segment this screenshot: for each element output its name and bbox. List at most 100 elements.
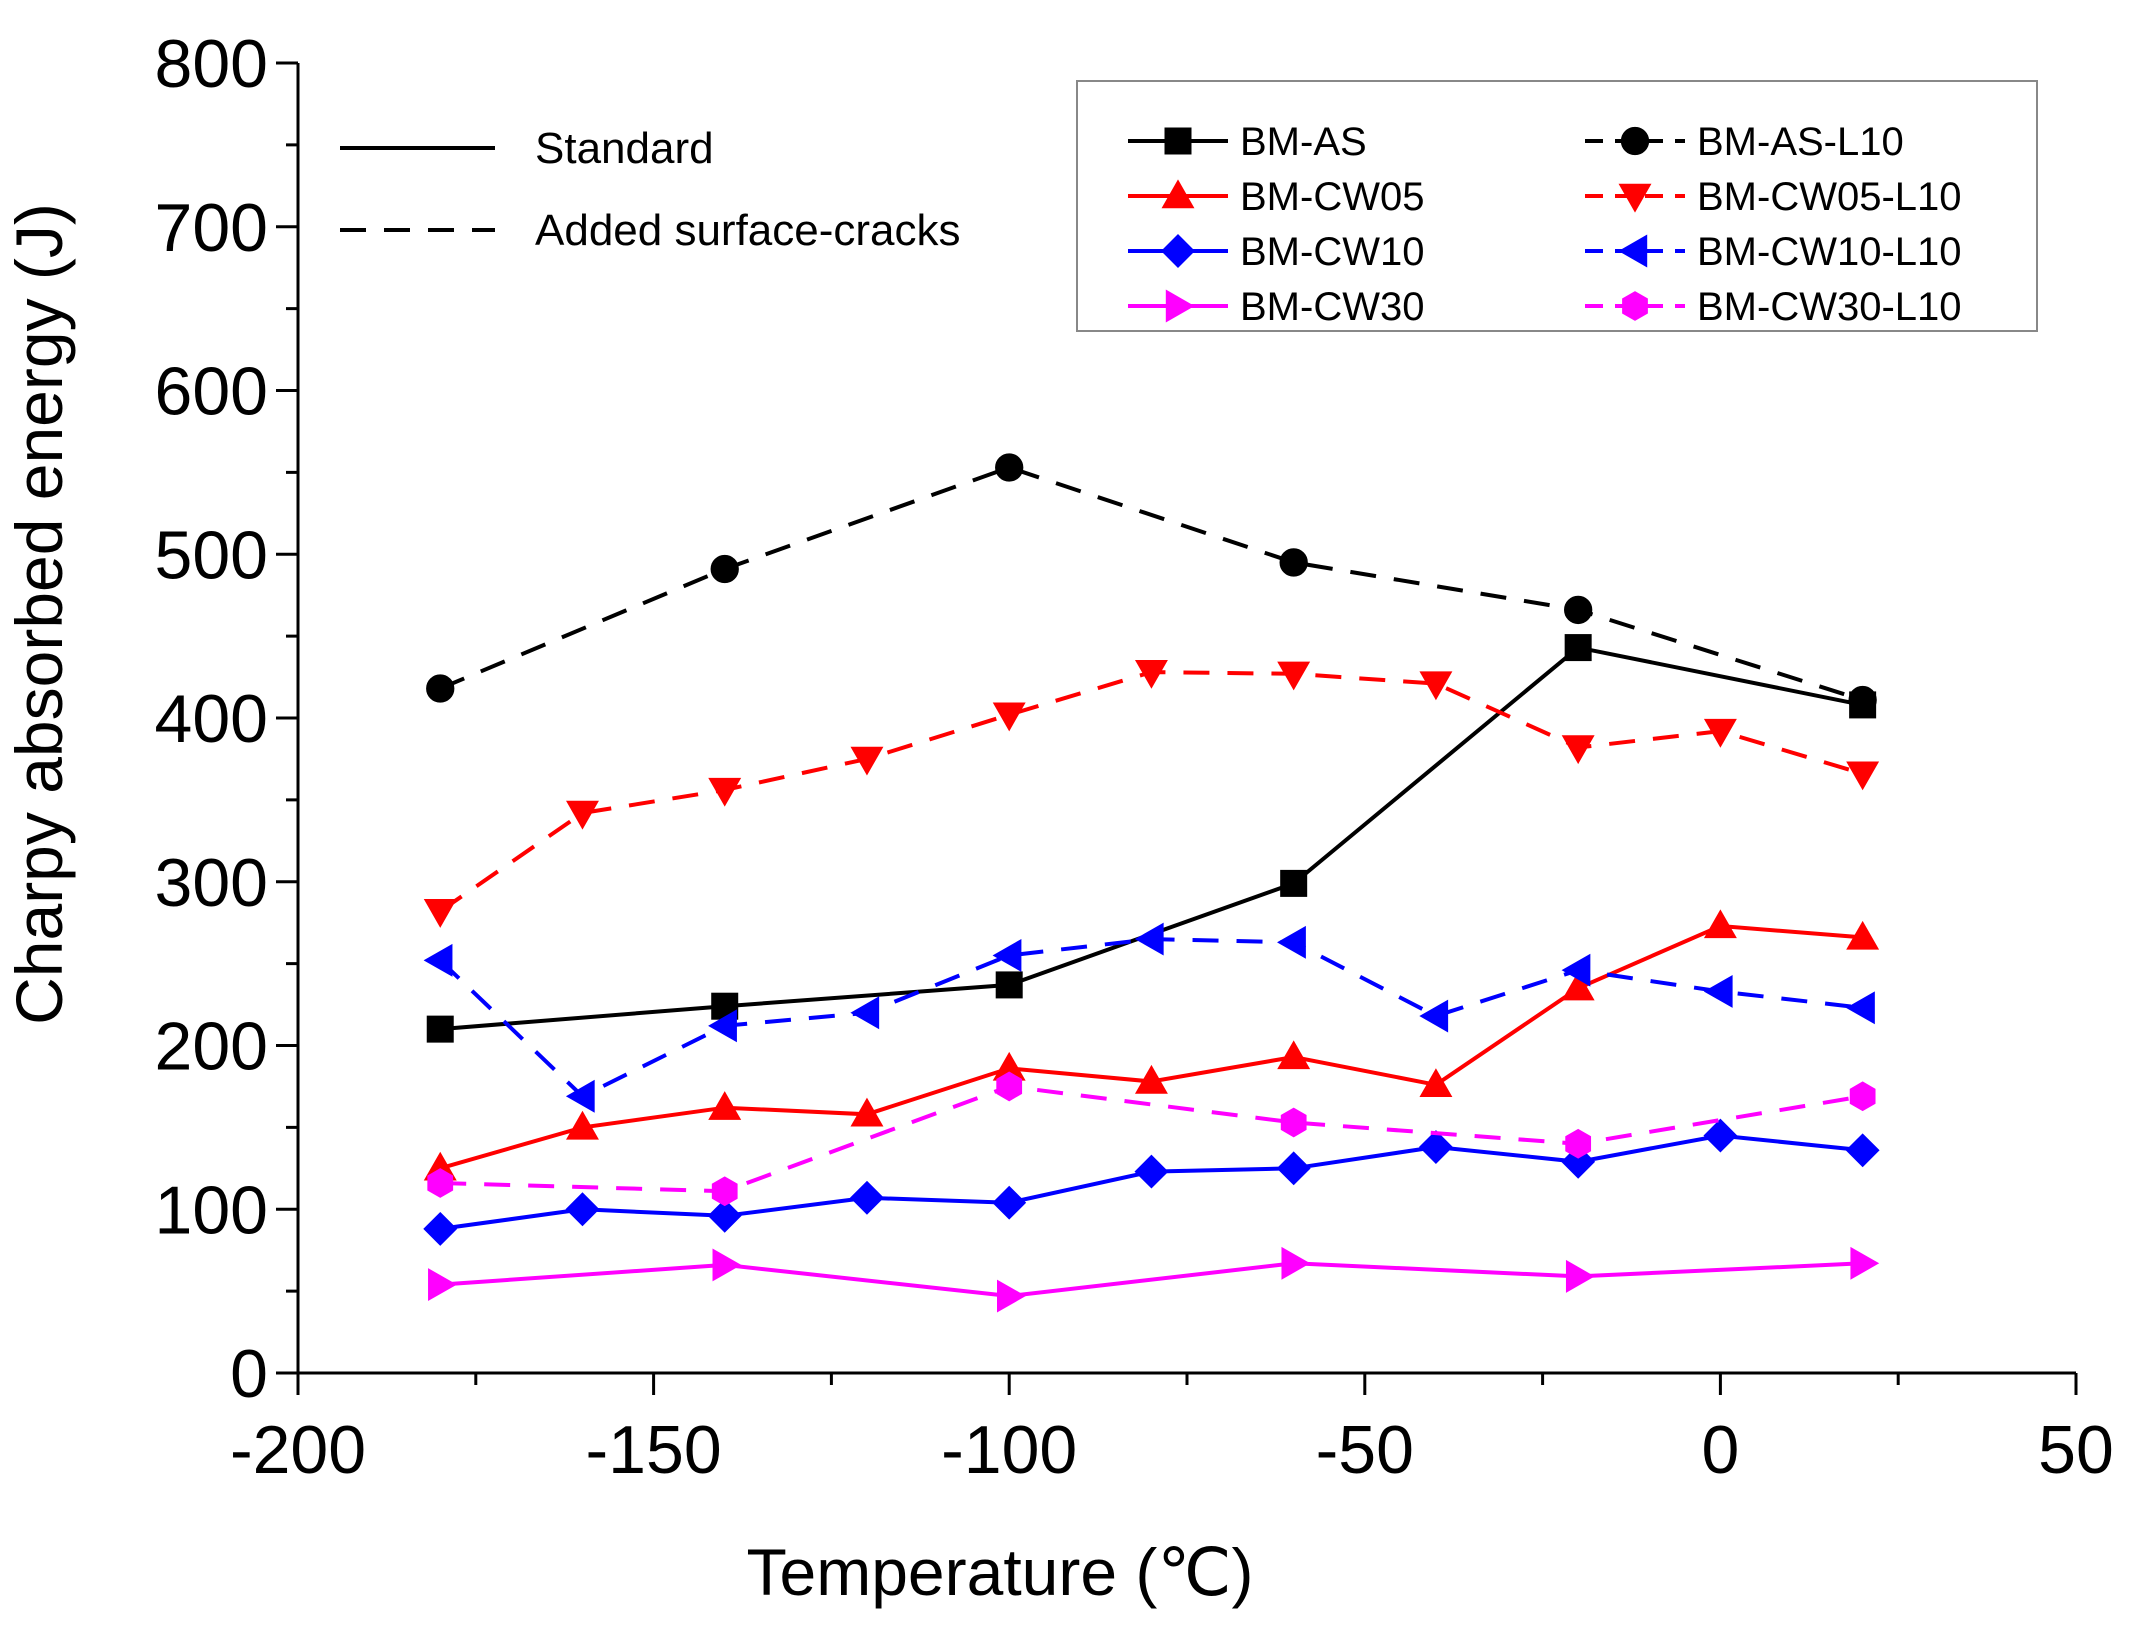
data-point [565, 1192, 600, 1227]
legend-label: BM-CW30-L10 [1697, 285, 1962, 329]
series-line [439, 923, 1863, 1171]
legend-item-bm-cw30-l10: BM-CW30-L10 [1585, 285, 1962, 329]
y-tick-label: 500 [155, 517, 268, 593]
legend-item-bm-as-l10: BM-AS-L10 [1585, 120, 1904, 164]
series-bm-cw30 [428, 1246, 1880, 1313]
x-tick-label: -150 [586, 1412, 722, 1488]
x-tick-label: 0 [1701, 1412, 1739, 1488]
data-point [850, 746, 884, 776]
data-point [1280, 869, 1308, 897]
data-point [1703, 718, 1737, 748]
y-tick-label: 100 [155, 1172, 268, 1248]
series-legend: BM-AS BM-AS-L10 BM-CW05 BM-CW05-L10 BM-CW10 B… [1076, 80, 2038, 332]
data-point [850, 1097, 884, 1127]
data-point [1279, 548, 1308, 577]
y-tick-label: 200 [155, 1009, 268, 1085]
series-bm-as-l10 [426, 453, 1877, 715]
data-point [1845, 1133, 1880, 1168]
data-point [1703, 975, 1733, 1008]
y-tick-label: 600 [155, 354, 268, 430]
data-point [1846, 920, 1880, 950]
legend-label: BM-CW30 [1240, 285, 1424, 329]
data-point [1281, 1246, 1311, 1280]
data-point [1848, 685, 1877, 715]
x-tick-label: -200 [230, 1412, 366, 1488]
legend-item-bm-cw10: BM-CW10 [1128, 230, 1424, 274]
series-line [439, 670, 1864, 913]
series-line [439, 465, 1864, 702]
data-point [1418, 1130, 1453, 1164]
legend-label: BM-CW10-L10 [1697, 230, 1962, 274]
legend-label: BM-AS-L10 [1697, 120, 1904, 164]
data-point [995, 453, 1024, 482]
data-point [711, 1176, 738, 1207]
data-point [708, 777, 742, 807]
data-point [566, 800, 599, 830]
y-tick-label: 400 [155, 681, 268, 757]
line-style-label: Standard [535, 124, 714, 173]
data-point [707, 1198, 742, 1233]
legend-marker [1620, 126, 1650, 156]
series-bm-cw05 [423, 909, 1880, 1181]
legend-item-bm-cw05-l10: BM-CW05-L10 [1585, 175, 1962, 219]
data-point [708, 1091, 742, 1120]
data-point [995, 971, 1023, 999]
data-point [1850, 1246, 1880, 1280]
data-point [1280, 1107, 1307, 1138]
data-point [1703, 909, 1737, 939]
data-point [1277, 1040, 1311, 1070]
legend-marker [1161, 179, 1195, 209]
data-point [1419, 1068, 1453, 1097]
data-point [1846, 761, 1880, 791]
data-point [1565, 1128, 1592, 1159]
line-style-label: Added surface-cracks [535, 206, 961, 255]
data-point [427, 1168, 454, 1198]
y-axis-title: Charpy absorbed energy (J) [2, 203, 76, 1025]
data-point [1419, 671, 1453, 701]
series-bm-cw10-l10 [423, 922, 1875, 1113]
legend-marker [1165, 289, 1195, 323]
data-point [1846, 991, 1875, 1025]
data-point [423, 1211, 458, 1246]
data-point [850, 1180, 884, 1215]
series-line [440, 1084, 1863, 1194]
data-point [423, 899, 457, 928]
x-tick-label: 50 [2038, 1412, 2114, 1488]
data-point [992, 702, 1026, 732]
series-line [440, 645, 1863, 1032]
data-point [1419, 999, 1449, 1033]
legend-marker [1164, 127, 1192, 155]
legend-marker [1618, 234, 1648, 268]
data-point [1134, 659, 1168, 689]
legend-label: BM-CW10 [1240, 230, 1424, 274]
x-tick-label: -100 [941, 1412, 1077, 1488]
line-style-legend: Standard Added surface-cracks [340, 124, 961, 255]
axis-ticks [276, 61, 2078, 1395]
x-axis-title: Temperature (℃) [747, 1535, 1254, 1609]
legend-marker [1161, 234, 1195, 268]
data-point [423, 943, 453, 977]
plot-frame [296, 63, 2076, 1375]
y-tick-label: 700 [155, 190, 268, 266]
data-point [1134, 922, 1164, 956]
data-point [1277, 661, 1311, 691]
data-point [1276, 1151, 1311, 1186]
data-point [850, 996, 880, 1030]
data-point [1561, 953, 1591, 987]
legend-item-bm-as: BM-AS [1128, 120, 1367, 164]
data-point [1134, 1064, 1168, 1094]
series-line [440, 1261, 1863, 1299]
legend-item-bm-cw30: BM-CW30 [1128, 285, 1424, 329]
series-layer [423, 453, 1880, 1313]
data-point [1565, 1259, 1595, 1293]
data-point [710, 554, 739, 584]
data-point [1561, 971, 1595, 1001]
data-point [1134, 1154, 1169, 1189]
series-bm-cw30-l10 [427, 1071, 1876, 1207]
data-point [997, 1279, 1026, 1313]
data-point [712, 1248, 742, 1282]
y-tick-label: 0 [230, 1336, 268, 1412]
x-tick-label: -50 [1316, 1412, 1414, 1488]
